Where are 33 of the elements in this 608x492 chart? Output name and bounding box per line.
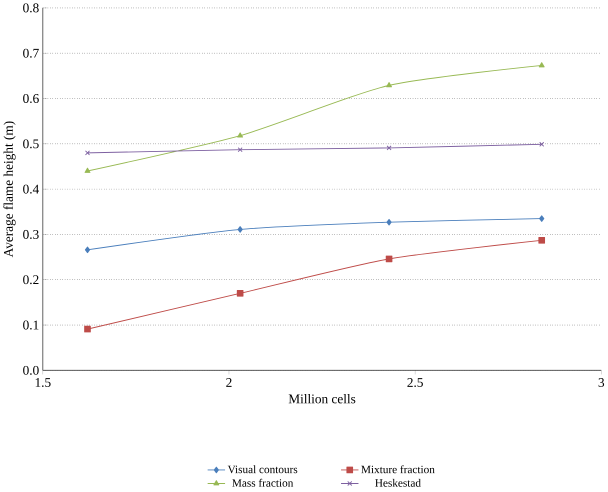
- legend-label: Visual contours: [228, 465, 298, 474]
- point: [539, 215, 544, 222]
- point: [237, 132, 244, 138]
- legend-label: Heskestad: [375, 478, 421, 487]
- y-tick-label: 0.0: [23, 366, 39, 375]
- y-tick-label: 0.2: [23, 275, 38, 284]
- x-tick-label: 2.5: [407, 378, 423, 387]
- y-axis-title: Average flame height (m): [3, 121, 16, 258]
- point: [538, 236, 546, 244]
- point: [84, 168, 90, 173]
- point: [386, 255, 392, 262]
- point: [538, 62, 545, 68]
- point: [386, 145, 392, 150]
- y-tick-label: 0.5: [23, 139, 39, 148]
- legend-label: Mass fraction: [232, 478, 294, 487]
- x-tick-label: 2: [226, 378, 232, 387]
- point: [238, 147, 243, 152]
- y-tick-label: 0.6: [23, 94, 39, 103]
- y-tick-label: 0.4: [23, 184, 40, 194]
- point: [84, 246, 90, 254]
- point: [238, 226, 243, 233]
- point: [386, 218, 392, 226]
- y-tick-label: 0.8: [23, 3, 39, 12]
- point: [236, 290, 244, 297]
- y-tick-label: 0.1: [23, 320, 38, 330]
- x-axis-title: Million cells: [288, 394, 356, 404]
- y-tick-label: 0.7: [23, 48, 39, 58]
- x-tick-label: 1.5: [36, 378, 51, 387]
- x-tick-label: 3: [598, 378, 604, 387]
- legend-label: Mixture fraction: [361, 465, 435, 474]
- point: [84, 326, 91, 332]
- point: [386, 82, 392, 88]
- y-tick-label: 0.3: [23, 230, 39, 239]
